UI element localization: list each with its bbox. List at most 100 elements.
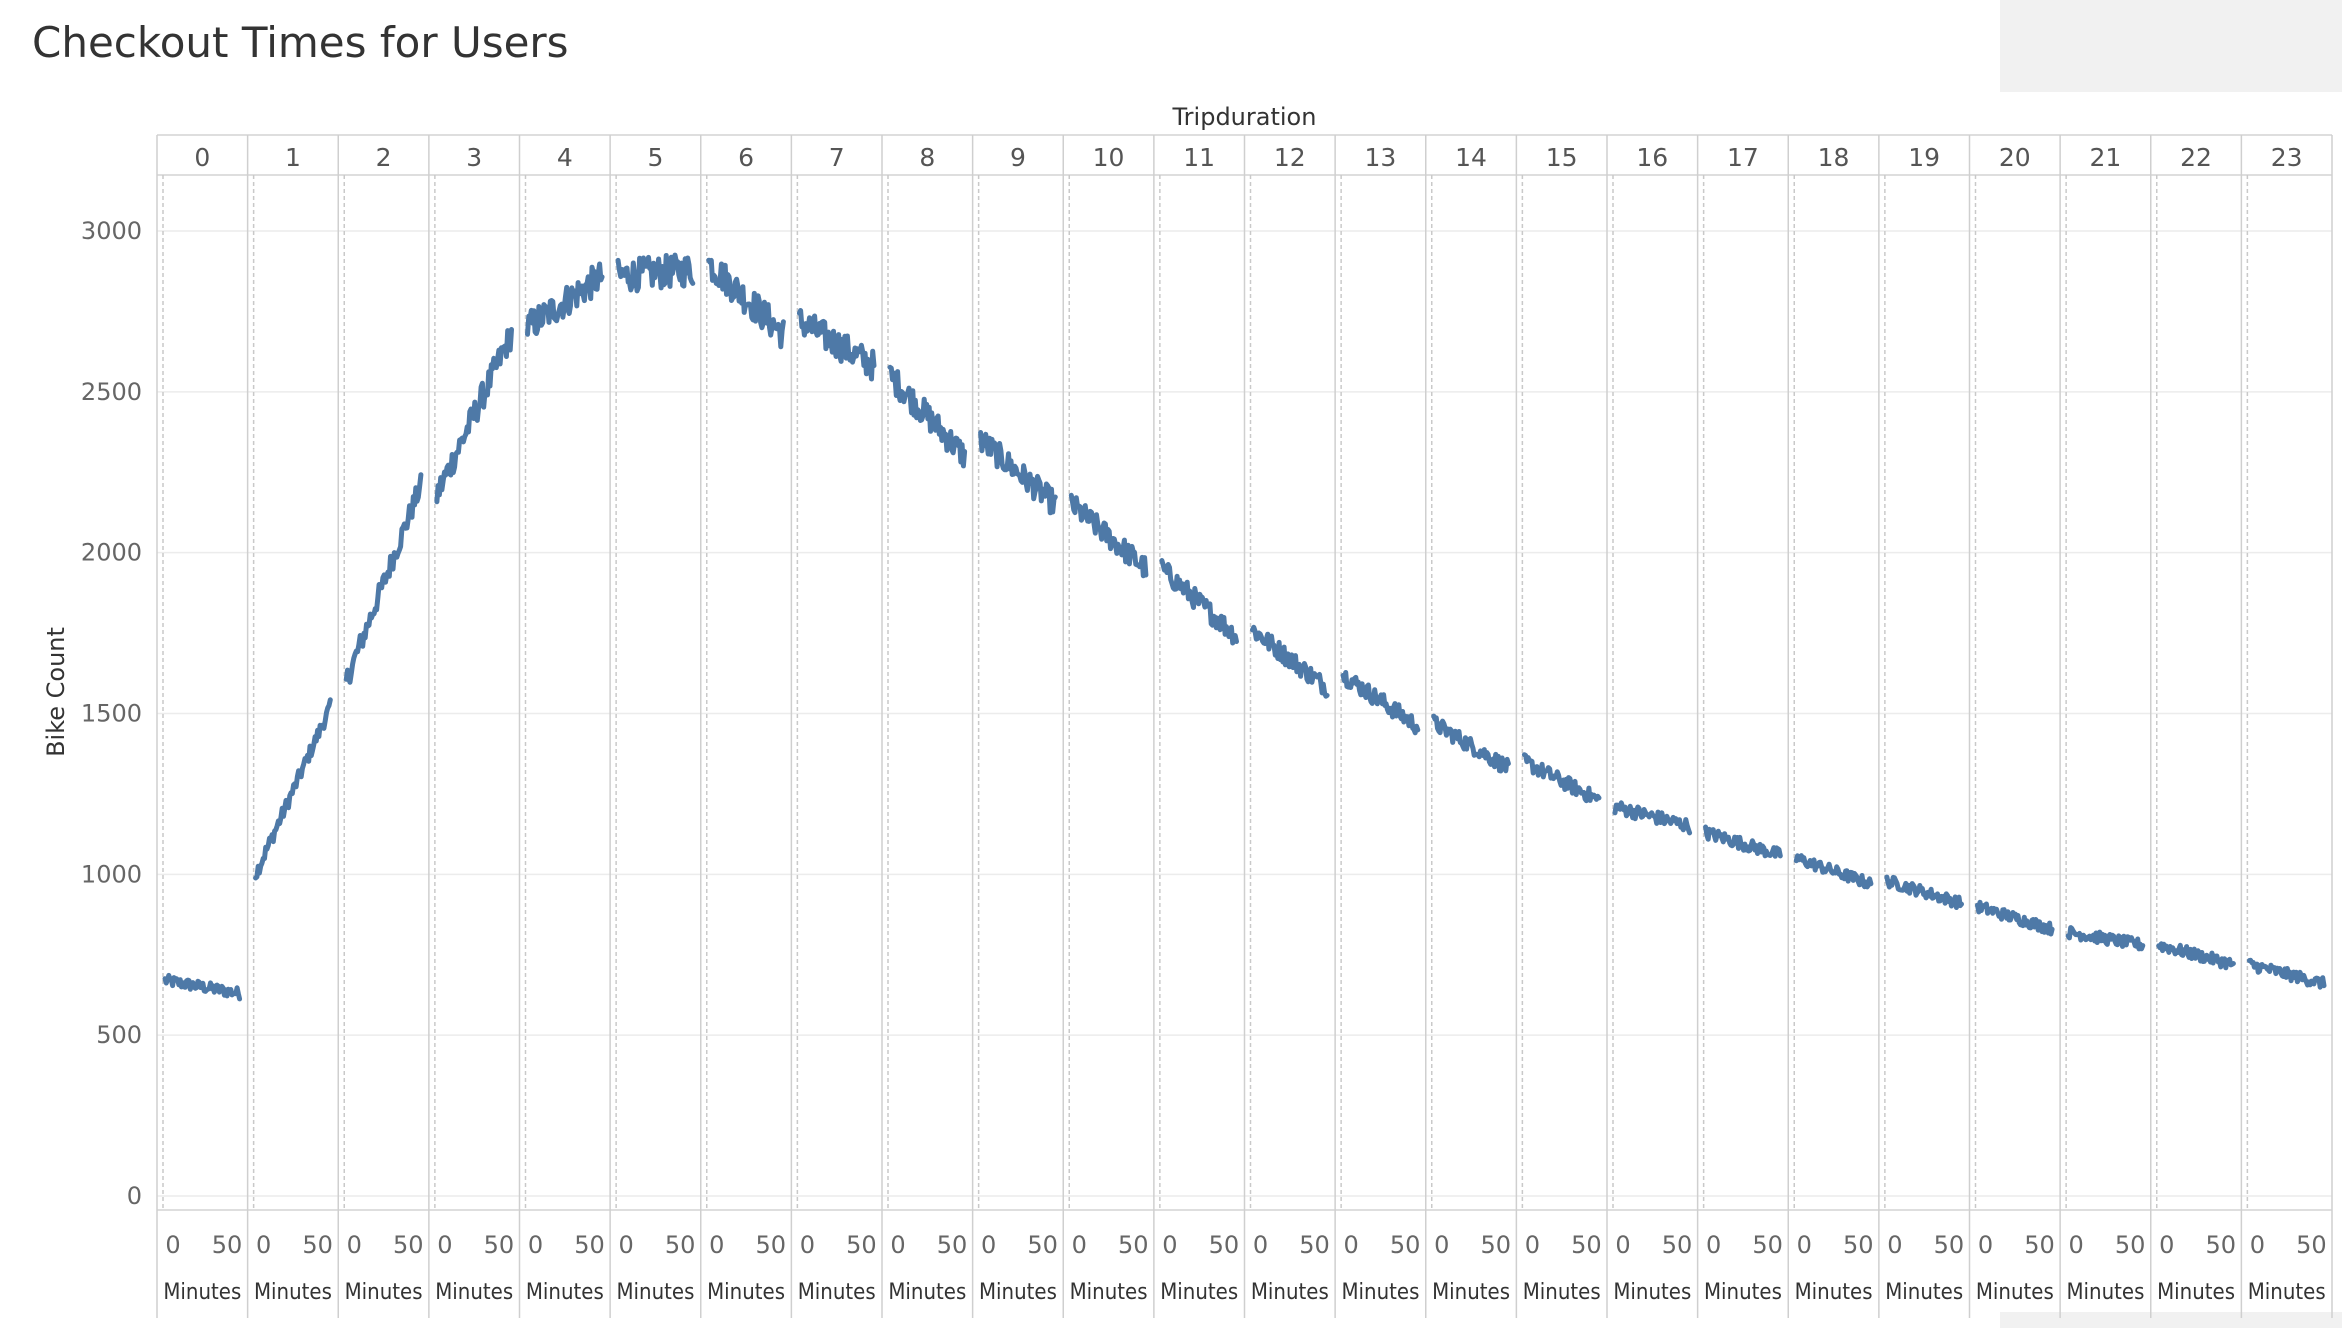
x-tick-label: 50 xyxy=(1752,1231,1783,1259)
x-tick-label: 0 xyxy=(1706,1231,1721,1259)
series-line-hour-22 xyxy=(2156,941,2236,971)
x-axis-title: Minutes xyxy=(2157,1280,2235,1305)
series-line-hour-16 xyxy=(1612,800,1693,836)
x-axis-title: Minutes xyxy=(616,1280,694,1305)
panel-header-label: 0 xyxy=(194,143,210,172)
x-tick-label: 50 xyxy=(1299,1231,1330,1259)
panel-header-label: 23 xyxy=(2271,143,2303,172)
x-tick-label: 50 xyxy=(937,1231,968,1259)
x-tick-label: 50 xyxy=(1934,1231,1965,1259)
x-tick-label: 0 xyxy=(1797,1231,1812,1259)
series-line-hour-3 xyxy=(434,327,514,505)
panel-header-label: 1 xyxy=(285,143,301,172)
x-axis-title: Minutes xyxy=(1341,1280,1419,1305)
x-tick-label: 50 xyxy=(846,1231,877,1259)
x-tick-label: 0 xyxy=(1434,1231,1449,1259)
y-tick-label: 1000 xyxy=(81,860,142,888)
x-tick-label: 0 xyxy=(2159,1231,2174,1259)
panel-header-label: 16 xyxy=(1636,143,1668,172)
y-tick-label: 3000 xyxy=(81,217,142,245)
y-tick-label: 2000 xyxy=(81,539,142,567)
x-tick-label: 50 xyxy=(1843,1231,1874,1259)
x-tick-label: 50 xyxy=(212,1231,243,1259)
x-tick-label: 50 xyxy=(755,1231,786,1259)
series-line-hour-2 xyxy=(343,472,424,685)
x-tick-label: 0 xyxy=(1525,1231,1540,1259)
series-line-hour-9 xyxy=(978,430,1058,516)
panel-header-label: 2 xyxy=(376,143,392,172)
series-line-hour-5 xyxy=(615,252,696,294)
series-line-hour-0 xyxy=(162,972,243,1002)
y-tick-label: 0 xyxy=(127,1182,142,1210)
panel-header-label: 17 xyxy=(1727,143,1759,172)
x-tick-label: 50 xyxy=(2115,1231,2146,1259)
x-axis-title: Minutes xyxy=(1432,1280,1510,1305)
panel-header-label: 10 xyxy=(1093,143,1125,172)
x-axis-title: Minutes xyxy=(163,1280,241,1305)
x-axis-title: Minutes xyxy=(1795,1280,1873,1305)
x-axis-title: Minutes xyxy=(1160,1280,1238,1305)
x-tick-label: 50 xyxy=(1118,1231,1149,1259)
x-tick-label: 50 xyxy=(2205,1231,2236,1259)
x-tick-label: 50 xyxy=(574,1231,605,1259)
series-line-hour-20 xyxy=(1975,899,2055,937)
panel-header-label: 13 xyxy=(1365,143,1397,172)
x-axis-title: Minutes xyxy=(1613,1280,1691,1305)
x-tick-label: 0 xyxy=(2068,1231,2083,1259)
x-axis-title: Minutes xyxy=(345,1280,423,1305)
x-tick-label: 0 xyxy=(1887,1231,1902,1259)
panel-header-label: 15 xyxy=(1546,143,1578,172)
x-tick-label: 0 xyxy=(1162,1231,1177,1259)
x-axis-title: Minutes xyxy=(798,1280,876,1305)
series-line-hour-23 xyxy=(2246,957,2327,990)
panel-header-label: 5 xyxy=(647,143,663,172)
series-line-hour-8 xyxy=(887,364,968,469)
panel-header-label: 18 xyxy=(1818,143,1850,172)
x-axis-title: Minutes xyxy=(2248,1280,2326,1305)
panel-header-label: 21 xyxy=(2090,143,2122,172)
panel-header-label: 11 xyxy=(1183,143,1215,172)
series-line-hour-13 xyxy=(1340,670,1421,736)
series-line-hour-7 xyxy=(796,308,877,382)
x-axis-title: Minutes xyxy=(888,1280,966,1305)
x-tick-label: 50 xyxy=(2024,1231,2055,1259)
x-axis-title: Minutes xyxy=(1523,1280,1601,1305)
panel-header-label: 3 xyxy=(466,143,482,172)
y-axis-title: Bike Count xyxy=(42,627,70,757)
series-line-hour-19 xyxy=(1884,874,1964,910)
x-axis-title: Minutes xyxy=(2066,1280,2144,1305)
x-axis-title: Minutes xyxy=(254,1280,332,1305)
x-axis-title: Minutes xyxy=(526,1280,604,1305)
x-tick-label: 0 xyxy=(1343,1231,1358,1259)
bottom-strip xyxy=(2000,1312,2342,1328)
x-axis-title: Minutes xyxy=(1976,1280,2054,1305)
series-line-hour-1 xyxy=(253,697,333,881)
x-tick-label: 0 xyxy=(618,1231,633,1259)
x-tick-label: 0 xyxy=(1072,1231,1087,1259)
x-tick-label: 50 xyxy=(302,1231,333,1259)
panel-header-label: 22 xyxy=(2180,143,2212,172)
x-tick-label: 0 xyxy=(800,1231,815,1259)
column-header: Tripduration xyxy=(1172,103,1317,131)
x-tick-label: 50 xyxy=(2296,1231,2327,1259)
x-tick-label: 50 xyxy=(1027,1231,1058,1259)
series-line-hour-11 xyxy=(1159,558,1239,646)
panel-header-label: 6 xyxy=(738,143,754,172)
x-tick-label: 0 xyxy=(709,1231,724,1259)
x-tick-label: 0 xyxy=(256,1231,271,1259)
panel-header-label: 12 xyxy=(1274,143,1306,172)
series-line-hour-6 xyxy=(706,257,786,350)
x-tick-label: 0 xyxy=(347,1231,362,1259)
chart-title: Checkout Times for Users xyxy=(32,18,569,67)
x-axis-title: Minutes xyxy=(435,1280,513,1305)
x-axis-title: Minutes xyxy=(707,1280,785,1305)
panel-header-label: 20 xyxy=(1999,143,2031,172)
x-axis-title: Minutes xyxy=(1070,1280,1148,1305)
y-tick-label: 2500 xyxy=(81,378,142,406)
x-axis-title: Minutes xyxy=(1704,1280,1782,1305)
series-line-hour-4 xyxy=(525,261,605,337)
panel-header-label: 7 xyxy=(829,143,845,172)
x-axis-title: Minutes xyxy=(979,1280,1057,1305)
panel-header-label: 8 xyxy=(919,143,935,172)
